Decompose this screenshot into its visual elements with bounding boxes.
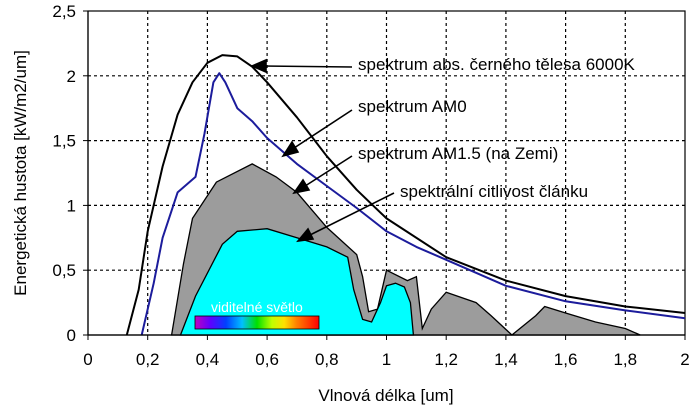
x-tick-label: 0	[83, 350, 92, 369]
x-tick-label: 1,4	[494, 350, 518, 369]
arrow-cell-head	[296, 227, 315, 243]
annotation-blackbody: spektrum abs. černého tělesa 6000K	[358, 55, 636, 74]
y-tick-labels: 0 0,5 1 1,5 2 2,5	[52, 2, 88, 345]
annotation-arrows	[249, 58, 395, 243]
area-3	[179, 228, 415, 336]
line-0	[125, 54, 686, 336]
line-1	[140, 72, 686, 336]
x-tick-label: 0,8	[315, 350, 339, 369]
arrow-am0-head	[281, 140, 300, 158]
annotation-cell-sensitivity: spektrální citlivost článku	[400, 182, 588, 201]
y-tick-label: 1	[67, 196, 76, 215]
x-tick-label: 1,6	[554, 350, 578, 369]
arrow-am15-head	[292, 178, 311, 195]
x-tick-labels: 0 0,2 0,4 0,6 0,8 1 1,2 1,4 1,6 1,8 2	[83, 335, 690, 369]
x-tick-label: 0,4	[196, 350, 220, 369]
x-tick-label: 0,2	[136, 350, 160, 369]
x-tick-label: 1	[382, 350, 391, 369]
x-tick-label: 1,2	[434, 350, 458, 369]
y-tick-label: 2	[67, 67, 76, 86]
x-axis-title: Vlnová délka [um]	[318, 386, 453, 405]
visible-light-gradient	[194, 315, 320, 330]
line-series	[125, 54, 686, 336]
y-tick-label: 1,5	[52, 132, 76, 151]
y-tick-label: 2,5	[52, 2, 76, 21]
arrow-am0	[290, 109, 353, 151]
arrow-blackbody	[261, 65, 353, 68]
visible-light-label: viditelné světlo	[211, 299, 303, 315]
arrow-blackbody-head	[249, 58, 267, 74]
annotation-am0: spektrum AM0	[358, 97, 467, 116]
arrow-am15	[301, 155, 353, 189]
y-tick-label: 0	[67, 326, 76, 345]
y-tick-label: 0,5	[52, 261, 76, 280]
area-series	[170, 163, 641, 336]
arrow-cell	[307, 192, 395, 237]
annotation-am15: spektrum AM1.5 (na Zemi)	[358, 144, 558, 163]
x-tick-label: 2	[680, 350, 689, 369]
visible-light-band: viditelné světlo	[194, 299, 320, 330]
x-tick-label: 0,6	[255, 350, 279, 369]
x-tick-label: 1,8	[613, 350, 637, 369]
y-axis-title: Energetická hustota [kW/m2/um]	[11, 50, 30, 296]
